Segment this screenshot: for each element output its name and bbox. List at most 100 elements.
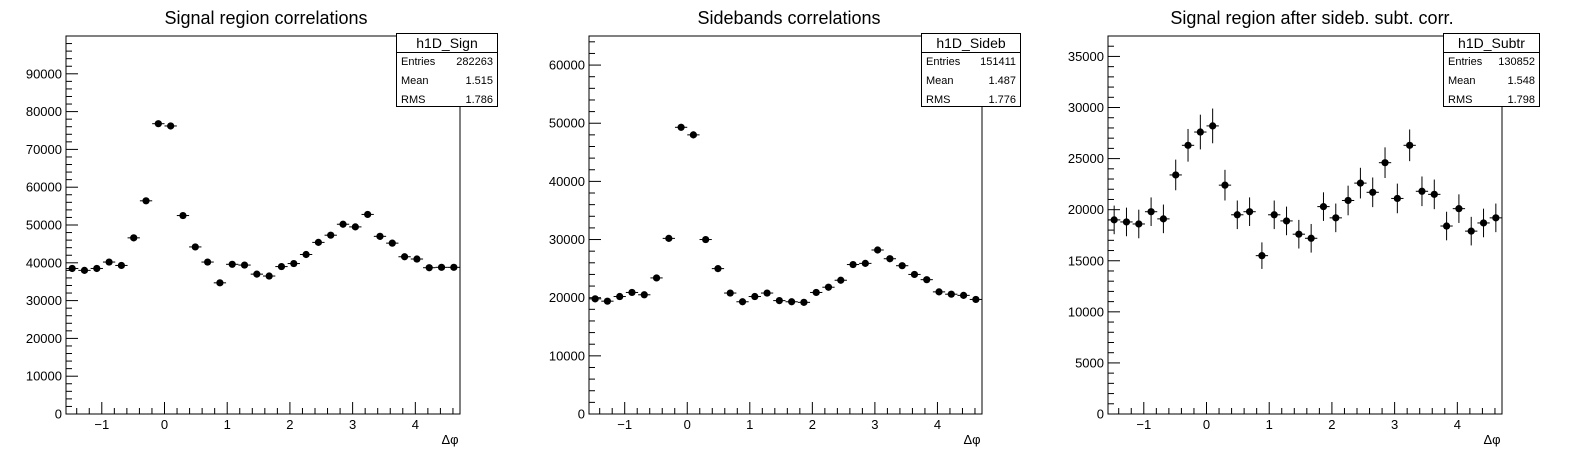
y-tick-label: 20000 xyxy=(1068,202,1104,217)
data-point xyxy=(386,239,399,247)
data-point xyxy=(139,197,153,205)
data-point xyxy=(189,243,202,251)
data-point xyxy=(398,253,411,261)
marker xyxy=(191,243,199,251)
marker xyxy=(1479,219,1488,227)
marker xyxy=(849,260,857,269)
marker xyxy=(68,264,76,273)
data-point xyxy=(1341,185,1355,216)
marker xyxy=(216,279,224,287)
marker xyxy=(628,288,636,297)
marker xyxy=(388,239,396,247)
y-tick-label: 5000 xyxy=(1075,355,1104,370)
y-tick-label: 30000 xyxy=(549,232,585,247)
x-tick-label: −1 xyxy=(1136,417,1151,432)
data-point xyxy=(250,270,263,278)
data-point xyxy=(349,223,362,231)
marker xyxy=(1430,190,1438,198)
marker xyxy=(1245,208,1254,216)
data-point xyxy=(312,238,325,246)
data-point xyxy=(1194,114,1207,150)
data-point xyxy=(324,231,337,239)
marker xyxy=(1307,234,1315,242)
x-axis-label: Δφ xyxy=(1483,432,1500,447)
x-axis-label: Δφ xyxy=(963,432,980,447)
marker xyxy=(665,234,673,242)
marker xyxy=(1110,216,1118,224)
y-tick-label: 50000 xyxy=(26,218,62,233)
marker xyxy=(910,270,919,279)
marker xyxy=(117,261,126,270)
marker xyxy=(603,297,612,305)
data-point xyxy=(1391,183,1404,214)
data-point xyxy=(447,263,460,271)
data-point xyxy=(435,263,448,271)
data-point xyxy=(1292,219,1305,249)
data-point xyxy=(896,262,909,270)
marker xyxy=(302,250,310,259)
data-point xyxy=(1378,147,1392,179)
data-point xyxy=(785,298,798,306)
stats-row-rms: RMS 1.786 xyxy=(401,94,493,106)
marker xyxy=(93,264,101,273)
panel-subtracted: Signal region after sideb. subt. corr. 0… xyxy=(1046,0,1578,472)
data-point xyxy=(711,265,725,273)
marker xyxy=(1467,227,1475,235)
chart-title: Signal region after sideb. subt. corr. xyxy=(1170,8,1454,28)
data-point xyxy=(1428,179,1441,210)
marker xyxy=(228,260,236,268)
data-point xyxy=(760,289,774,297)
marker xyxy=(861,259,869,267)
data-point xyxy=(1305,223,1318,253)
stats-row-entries: Entries 151411 xyxy=(926,56,1016,68)
marker xyxy=(1282,217,1291,225)
stats-box-title: h1D_Subtr xyxy=(1444,34,1539,53)
y-tick-label: 25000 xyxy=(1068,151,1104,166)
x-tick-label: −1 xyxy=(94,417,109,432)
plot-signal: 0 10000 20000 30000 40000 50000 60000 70000 8000… xyxy=(26,35,461,447)
marker xyxy=(616,292,624,301)
data-point xyxy=(152,120,165,128)
data-point xyxy=(90,264,103,273)
marker xyxy=(437,263,446,271)
data-point xyxy=(213,279,227,287)
marker xyxy=(959,291,968,299)
data-point xyxy=(846,260,860,269)
y-tick-label: 20000 xyxy=(26,331,62,346)
stats-row-entries: Entries 130852 xyxy=(1448,56,1535,68)
marker xyxy=(339,220,347,228)
marker xyxy=(812,288,820,297)
data-point xyxy=(1354,167,1367,199)
x-tick-label: 4 xyxy=(934,417,941,432)
marker xyxy=(400,253,409,261)
marker xyxy=(738,298,747,306)
plot-frame xyxy=(588,35,983,415)
marker xyxy=(179,211,187,220)
data-point xyxy=(1477,208,1490,238)
marker xyxy=(130,234,138,242)
data-point xyxy=(1169,159,1182,191)
x-tick-label: 1 xyxy=(224,417,231,432)
marker xyxy=(351,223,359,231)
stats-row-entries: Entries 282263 xyxy=(401,56,493,68)
data-point xyxy=(1489,203,1502,233)
data-point xyxy=(423,264,436,272)
marker xyxy=(80,266,89,274)
x-tick-label: 0 xyxy=(684,417,691,432)
marker xyxy=(1196,128,1204,136)
x-tick-label: 4 xyxy=(412,417,419,432)
data-point xyxy=(176,211,190,220)
y-tick-label: 40000 xyxy=(26,255,62,270)
marker xyxy=(763,289,771,297)
marker xyxy=(751,292,759,301)
data-point xyxy=(871,246,884,254)
y-tick-label: 15000 xyxy=(1068,253,1104,268)
marker xyxy=(240,261,249,269)
data-point xyxy=(102,258,116,266)
marker xyxy=(277,262,286,271)
data-point xyxy=(287,259,300,268)
data-point xyxy=(945,290,958,298)
stats-row-mean: Mean 1.548 xyxy=(1448,75,1535,87)
data-point xyxy=(78,266,91,274)
data-point xyxy=(201,258,214,266)
